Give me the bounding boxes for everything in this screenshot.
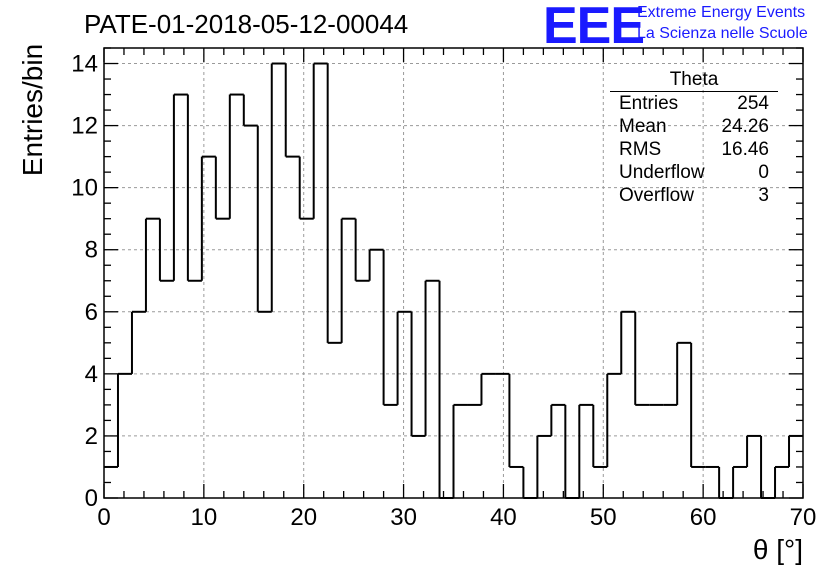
stats-label: Mean <box>619 116 667 137</box>
y-axis-label: Entries/bin <box>17 43 48 177</box>
y-tick-label: 10 <box>71 175 98 202</box>
x-tick-label: 10 <box>191 504 218 531</box>
stats-row: Overflow 3 <box>610 184 778 207</box>
stats-value: 254 <box>737 93 769 114</box>
chart-title: PATE-01-2018-05-12-00044 <box>84 9 409 39</box>
x-tick-label: 0 <box>97 504 110 531</box>
stats-value: 16.46 <box>721 139 769 160</box>
x-tick-label: 20 <box>290 504 317 531</box>
y-tick-label: 8 <box>85 237 98 264</box>
grid-lines <box>104 48 803 498</box>
stats-row: RMS 16.46 <box>610 138 778 161</box>
histogram-bins <box>104 62 803 499</box>
x-tick-label: 40 <box>490 504 517 531</box>
stats-row: Mean 24.26 <box>610 115 778 138</box>
x-tick-labels: 0 10 20 30 40 50 60 70 <box>97 504 816 531</box>
y-tick-label: 2 <box>85 423 98 450</box>
y-tick-labels: 0 2 4 6 8 10 12 14 <box>71 51 98 512</box>
stats-row: Entries 254 <box>610 92 778 115</box>
y-tick-label: 12 <box>71 113 98 140</box>
x-tick-label: 60 <box>690 504 717 531</box>
y-tick-label: 6 <box>85 299 98 326</box>
stats-label: Underflow <box>619 162 705 183</box>
logo-line-2: La Scienza nelle Scuole <box>637 25 808 42</box>
stats-label: Overflow <box>619 185 694 206</box>
x-tick-label: 70 <box>790 504 817 531</box>
stats-box: Theta Entries 254 Mean 24.26 RMS 16.46 U… <box>610 70 778 207</box>
y-tick-label: 4 <box>85 361 98 388</box>
axis-ticks <box>103 47 804 499</box>
stats-label: Entries <box>619 93 679 114</box>
stats-value: 24.26 <box>721 116 769 137</box>
stats-label: RMS <box>619 139 662 160</box>
stats-row: Underflow 0 <box>610 161 778 184</box>
logo-line-1: Extreme Energy Events <box>637 4 806 21</box>
stats-value: 0 <box>758 162 769 183</box>
x-tick-label: 30 <box>390 504 417 531</box>
y-tick-label: 14 <box>71 51 98 78</box>
y-tick-label: 0 <box>85 485 98 512</box>
stats-value: 3 <box>758 185 769 206</box>
stats-title: Theta <box>610 70 778 92</box>
x-tick-label: 50 <box>590 504 617 531</box>
x-axis-label: θ [°] <box>752 534 803 565</box>
eee-logo: EEE <box>543 0 645 55</box>
